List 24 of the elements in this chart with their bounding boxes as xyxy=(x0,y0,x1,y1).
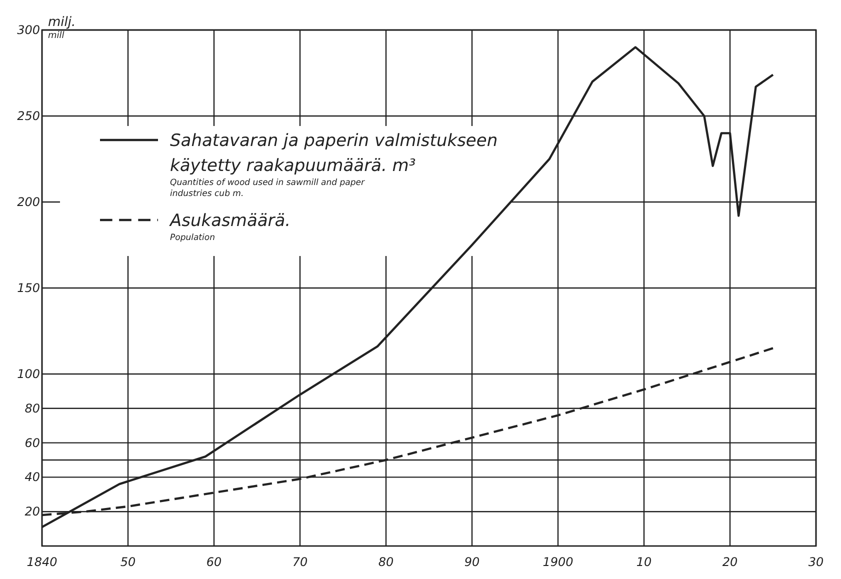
legend-label: Asukasmäärä. xyxy=(169,211,291,231)
y-axis-title: milj. mill xyxy=(48,15,76,41)
legend-label: Sahatavaran ja paperin valmistukseen käytetty raakapuumäärä. m³ xyxy=(170,131,498,176)
y-tick-label: 40 xyxy=(24,470,40,484)
y-tick-label: 60 xyxy=(24,436,40,450)
x-tick-label: 20 xyxy=(722,555,738,569)
x-tick-label: 80 xyxy=(378,555,394,569)
annotation: Quantities of wood used in sawmill and paper industries cub m. xyxy=(170,178,365,199)
y-tick-label: 80 xyxy=(24,401,40,416)
x-tick-label: 10 xyxy=(636,555,652,569)
y-tick-label: 20 xyxy=(24,504,40,519)
y-tick-label: 200 xyxy=(17,195,40,209)
x-tick-label: 70 xyxy=(292,555,308,569)
x-tick-label: 1900 xyxy=(542,555,574,569)
x-tick-label: 90 xyxy=(464,555,480,569)
y-tick-label: 300 xyxy=(17,23,40,37)
y-tick-label: 250 xyxy=(17,109,40,123)
annotation: Population xyxy=(170,233,215,243)
x-tick-label: 1840 xyxy=(26,555,58,569)
y-tick-label: 100 xyxy=(17,367,40,381)
x-tick-label: 50 xyxy=(120,555,136,569)
x-tick-label: 30 xyxy=(808,555,824,569)
y-tick-label: 150 xyxy=(17,281,40,295)
x-tick-label: 60 xyxy=(206,555,222,569)
